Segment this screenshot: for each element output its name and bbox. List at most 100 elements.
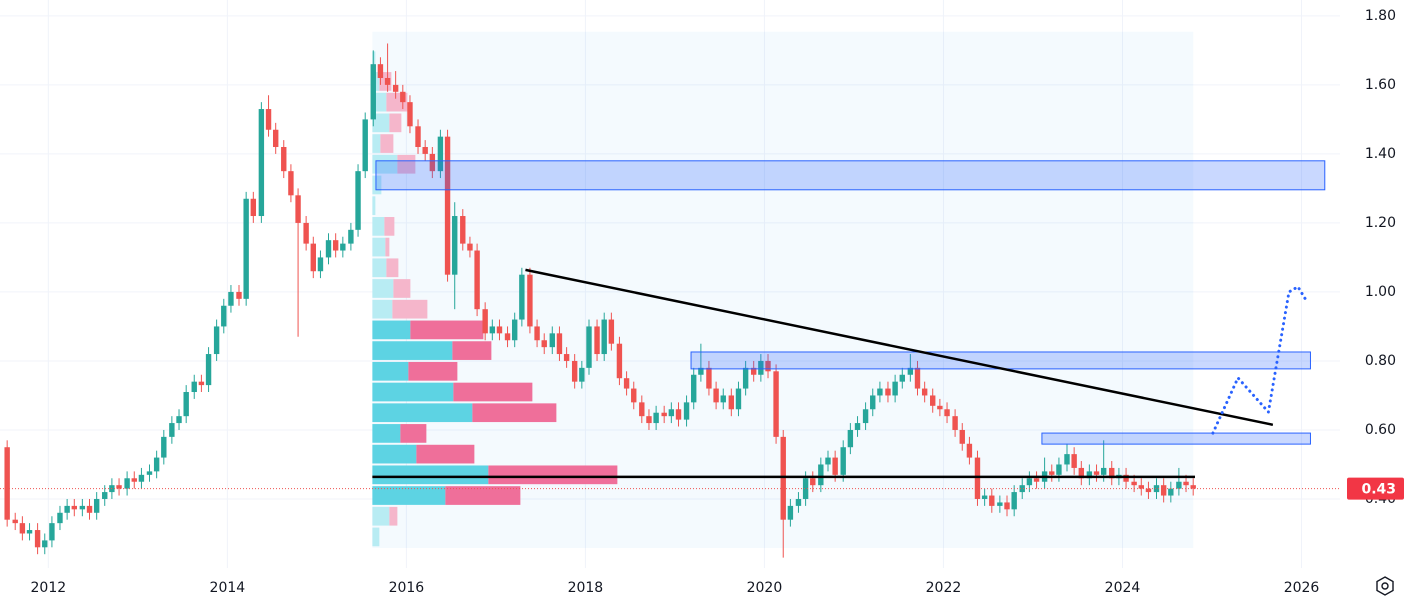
candle-body: [527, 274, 533, 327]
profile-up: [372, 299, 393, 319]
profile-up: [372, 444, 417, 464]
candle-body: [1109, 467, 1115, 479]
candle-body: [348, 229, 354, 244]
candle-body: [661, 412, 667, 417]
candle-body: [668, 409, 675, 417]
candle-body: [742, 367, 749, 389]
profile-up: [372, 465, 489, 485]
x-tick-label: 2022: [926, 580, 962, 596]
candle-body: [1064, 454, 1070, 465]
x-tick-label: 2016: [389, 580, 425, 596]
profile-up: [372, 424, 401, 443]
candle-body: [981, 495, 988, 499]
zone: [690, 351, 1311, 370]
candle-body: [429, 153, 436, 172]
candle-body: [944, 409, 950, 417]
candle-body: [1004, 502, 1010, 510]
candle-body: [228, 291, 234, 306]
candle-body: [780, 436, 786, 520]
candle-body: [631, 388, 637, 403]
candle-body: [161, 436, 167, 458]
profile-up: [372, 196, 376, 216]
candle-body: [1153, 485, 1160, 493]
profile-down: [472, 403, 557, 423]
candle-body: [1078, 467, 1085, 479]
candle-body: [1056, 464, 1062, 475]
candle-body: [586, 326, 592, 368]
candle-body: [370, 64, 376, 120]
profile-down: [393, 279, 411, 298]
last-price-box: [1347, 477, 1404, 500]
candle-body: [594, 326, 600, 355]
candle-body: [452, 216, 458, 275]
candle-body: [1183, 481, 1189, 486]
zone: [375, 160, 1326, 191]
candle-body: [1071, 454, 1077, 468]
y-tick-label: 1.60: [1365, 77, 1396, 93]
projection-path: [1211, 285, 1310, 435]
settings-circle[interactable]: [1381, 582, 1389, 590]
profile-down: [385, 237, 390, 257]
profile-up: [372, 361, 409, 381]
candle-body: [221, 305, 227, 327]
candle-body: [138, 474, 145, 482]
candle-body: [1093, 471, 1100, 475]
candle-body: [482, 309, 488, 334]
candle-body: [765, 360, 771, 372]
candle-body: [243, 198, 249, 299]
candle-body: [735, 388, 742, 410]
drawings: [0, 160, 1340, 490]
candle-body: [854, 423, 861, 430]
candle-body: [519, 274, 525, 320]
y-tick-label: 1.00: [1365, 284, 1396, 300]
candle-body: [71, 505, 77, 510]
candle-body: [921, 388, 928, 396]
profile-down: [410, 320, 484, 340]
candle-body: [392, 84, 399, 92]
candle-body: [57, 512, 63, 524]
candle-body: [265, 109, 272, 130]
y-tick-label: 0.60: [1365, 422, 1396, 438]
candle-body: [400, 91, 406, 103]
candle-body: [907, 367, 914, 375]
profile-down: [392, 299, 428, 319]
profile-down: [389, 113, 402, 133]
candle-body: [616, 343, 623, 379]
candle-body: [930, 395, 936, 406]
candle-body: [325, 240, 332, 258]
candle-body: [176, 416, 182, 424]
candle-body: [1138, 485, 1144, 489]
settings-icon[interactable]: [1376, 576, 1394, 596]
candle-body: [952, 416, 958, 430]
profile-up: [372, 382, 454, 402]
trend-line: [525, 268, 1274, 427]
candle-body: [997, 502, 1003, 506]
profile-down: [380, 134, 394, 153]
candle-body: [116, 485, 122, 489]
profile-down: [386, 258, 399, 278]
candle-body: [787, 505, 794, 520]
candle-body: [511, 319, 518, 341]
candle-body: [675, 409, 682, 420]
candle-body: [146, 471, 153, 475]
y-tick-label: 0.80: [1365, 353, 1396, 369]
candle-body: [205, 354, 212, 386]
candle-body: [340, 243, 346, 251]
candle-body: [183, 392, 189, 417]
candle-body: [601, 319, 607, 355]
candle-body: [825, 457, 831, 465]
candle-body: [847, 429, 854, 448]
profile-up: [372, 258, 387, 278]
candle-body: [93, 498, 100, 513]
candle-body: [86, 505, 93, 513]
candle-body: [377, 64, 384, 78]
settings-hexagon[interactable]: [1376, 576, 1394, 596]
candle-body: [691, 374, 697, 403]
candle-body: [563, 354, 570, 361]
candle-body: [959, 429, 965, 444]
candle-body: [1033, 478, 1040, 482]
profile-down: [384, 217, 395, 236]
candle-body: [1190, 485, 1196, 489]
candle-body: [332, 240, 339, 251]
